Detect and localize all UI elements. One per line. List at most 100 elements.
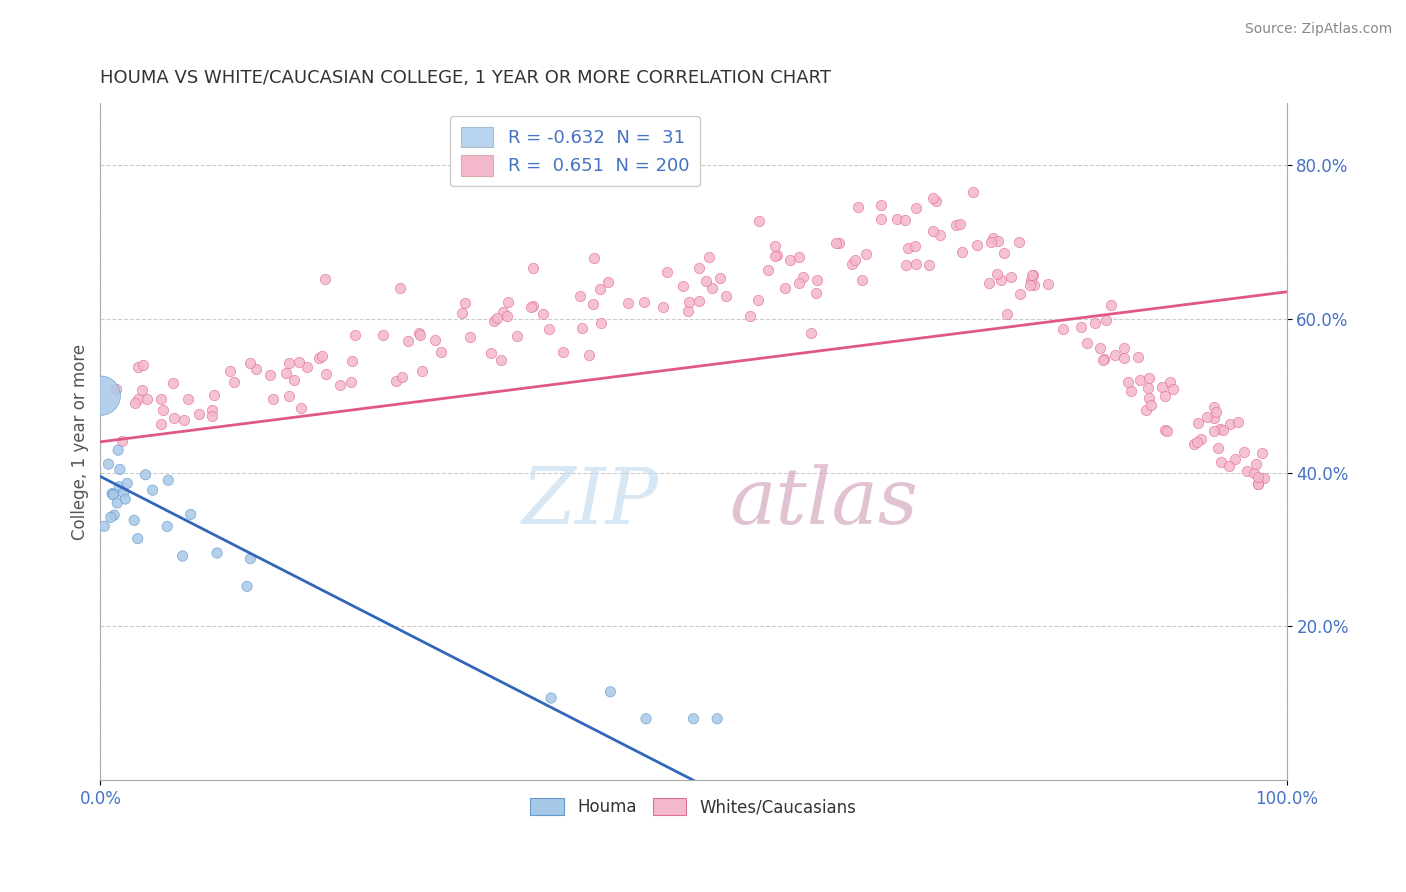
Point <box>987 234 1010 248</box>
Point <box>1052 321 1074 335</box>
Point <box>922 224 945 238</box>
Point <box>596 276 619 290</box>
Point <box>104 382 127 396</box>
Point <box>1088 341 1111 355</box>
Point <box>391 370 413 384</box>
Point <box>846 200 869 214</box>
Point <box>411 364 433 378</box>
Point <box>180 508 202 522</box>
Point <box>599 685 621 699</box>
Point <box>173 413 195 427</box>
Point <box>135 467 157 482</box>
Point <box>1092 352 1115 367</box>
Legend: Houma, Whites/Caucasians: Houma, Whites/Caucasians <box>523 791 863 822</box>
Point <box>311 349 333 363</box>
Point <box>342 353 364 368</box>
Point <box>239 356 262 370</box>
Point <box>1185 434 1208 449</box>
Point <box>101 486 124 500</box>
Point <box>1206 441 1229 455</box>
Point <box>100 510 122 524</box>
Point <box>152 403 174 417</box>
Point <box>966 238 988 252</box>
Point <box>188 407 211 421</box>
Point <box>1091 353 1114 368</box>
Point <box>245 361 267 376</box>
Point <box>1137 391 1160 405</box>
Point <box>897 241 920 255</box>
Point <box>896 258 918 272</box>
Point <box>1000 269 1022 284</box>
Point <box>131 359 153 373</box>
Point <box>297 360 319 375</box>
Point <box>806 273 828 287</box>
Point <box>571 321 593 335</box>
Point <box>522 299 544 313</box>
Point <box>103 508 125 522</box>
Point <box>1126 350 1149 364</box>
Point <box>1211 454 1233 468</box>
Point <box>522 260 544 275</box>
Point <box>706 712 728 726</box>
Point <box>1202 410 1225 425</box>
Point <box>314 272 336 286</box>
Point <box>800 326 823 341</box>
Point <box>748 214 770 228</box>
Point <box>1247 476 1270 491</box>
Point <box>1182 436 1205 450</box>
Point <box>218 364 240 378</box>
Point <box>127 392 149 407</box>
Point <box>1038 277 1060 291</box>
Point <box>1154 389 1177 403</box>
Point <box>697 250 720 264</box>
Point <box>1140 398 1163 412</box>
Point <box>1236 464 1258 478</box>
Point <box>841 258 863 272</box>
Point <box>990 273 1012 287</box>
Point <box>886 212 908 227</box>
Point <box>980 235 1002 250</box>
Point <box>479 345 502 359</box>
Point <box>409 327 432 342</box>
Point <box>568 289 591 303</box>
Point <box>1137 381 1160 395</box>
Point <box>496 309 519 323</box>
Point <box>1024 277 1046 292</box>
Point <box>1189 432 1212 446</box>
Point <box>149 392 172 406</box>
Point <box>1202 425 1225 439</box>
Point <box>869 198 891 212</box>
Point <box>1195 410 1218 425</box>
Point <box>489 353 512 368</box>
Point <box>714 289 737 303</box>
Point <box>756 262 779 277</box>
Point <box>315 367 337 381</box>
Point <box>634 712 657 726</box>
Point <box>202 388 225 402</box>
Point <box>1095 313 1118 327</box>
Point <box>389 281 412 295</box>
Point <box>201 409 224 423</box>
Point <box>583 251 606 265</box>
Point <box>142 483 165 498</box>
Point <box>1150 380 1173 394</box>
Point <box>498 294 520 309</box>
Point <box>925 194 948 209</box>
Point <box>149 417 172 431</box>
Point <box>290 401 312 416</box>
Point <box>93 519 115 533</box>
Point <box>904 202 927 216</box>
Point <box>482 314 505 328</box>
Point <box>904 238 927 252</box>
Point <box>962 185 984 199</box>
Point <box>1253 471 1275 485</box>
Point <box>425 333 447 347</box>
Point <box>108 462 131 476</box>
Point <box>278 389 301 403</box>
Point <box>1008 235 1031 249</box>
Point <box>1112 341 1135 355</box>
Point <box>519 300 541 314</box>
Point <box>1159 375 1181 389</box>
Point <box>1022 268 1045 282</box>
Point <box>396 334 419 349</box>
